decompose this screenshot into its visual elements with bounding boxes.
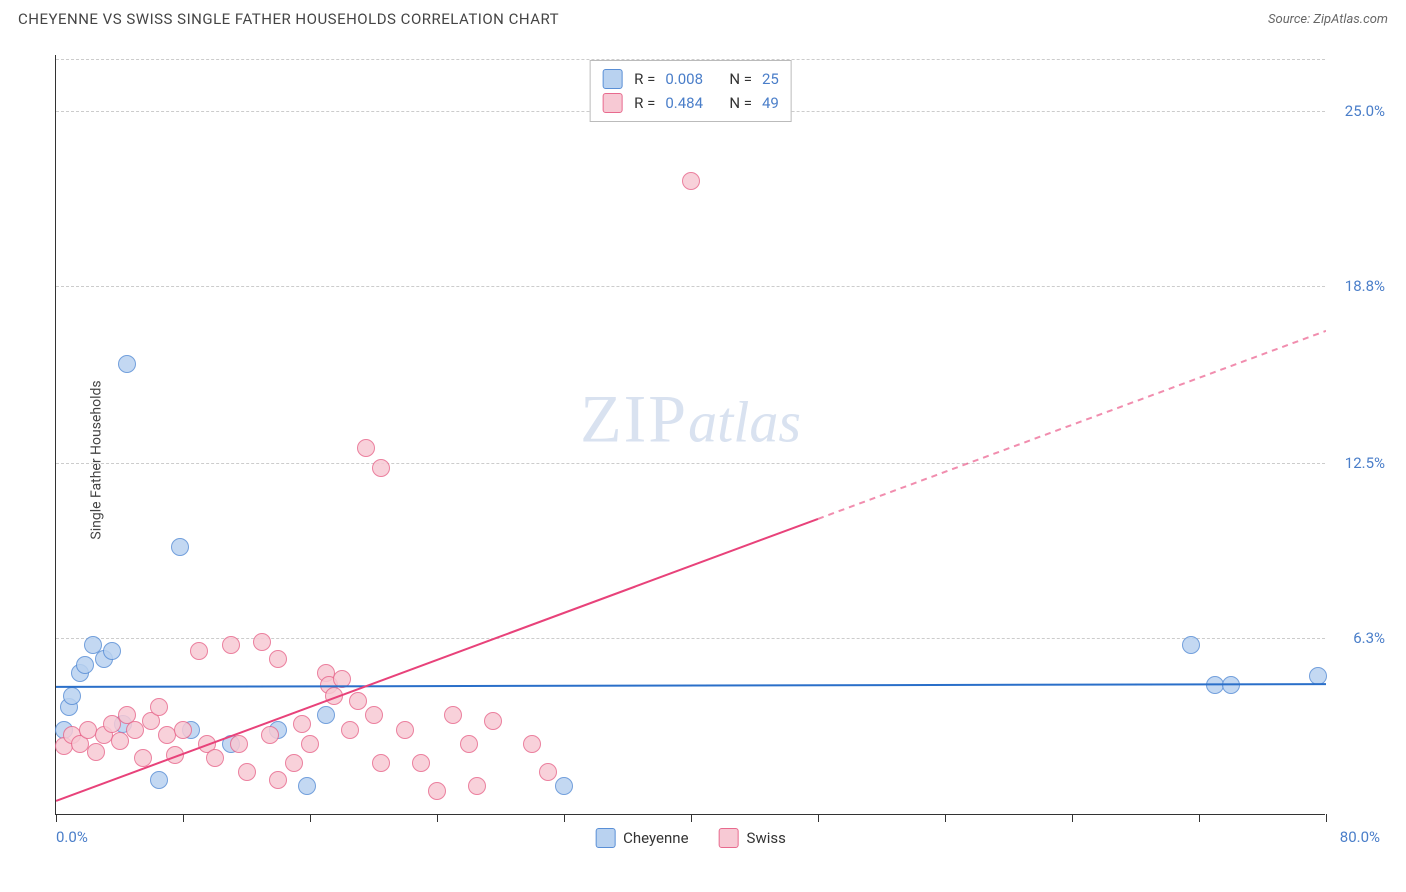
data-point [206,749,224,767]
x-tick [437,814,438,822]
watermark: ZIPatlas [580,380,801,459]
data-point [539,763,557,781]
data-point [523,735,541,753]
r-label: R = [634,94,655,112]
data-point [190,642,208,660]
x-tick [183,814,184,822]
data-point [428,782,446,800]
legend-item: Cheyenne [595,828,688,848]
x-tick [564,814,565,822]
data-point [325,687,343,705]
legend-row: R = 0.484 N = 49 [602,91,779,115]
chart-title: CHEYENNE VS SWISS SINGLE FATHER HOUSEHOL… [18,10,559,28]
data-point [134,749,152,767]
data-point [301,735,319,753]
n-value: 25 [762,70,779,88]
chart-header: CHEYENNE VS SWISS SINGLE FATHER HOUSEHOL… [0,0,1406,36]
data-point [333,670,351,688]
data-point [1309,667,1327,685]
data-point [76,656,94,674]
x-tick [1072,814,1073,822]
data-point [87,743,105,761]
data-point [372,754,390,772]
x-tick [818,814,819,822]
data-point [484,712,502,730]
r-value: 0.008 [665,70,713,88]
grid-line [56,638,1325,639]
data-point [372,459,390,477]
legend-row: R = 0.008 N = 25 [602,67,779,91]
data-point [396,721,414,739]
data-point [174,721,192,739]
x-tick [945,814,946,822]
data-point [555,777,573,795]
x-tick [1199,814,1200,822]
data-point [269,771,287,789]
data-point [293,715,311,733]
x-tick [691,814,692,822]
data-point [460,735,478,753]
x-axis-min-label: 0.0% [56,828,88,846]
grid-line [56,286,1325,287]
data-point [150,771,168,789]
x-tick [56,814,57,822]
data-point [118,355,136,373]
data-point [682,172,700,190]
data-point [63,687,81,705]
y-tick-label: 12.5% [1345,454,1385,472]
legend-label: Cheyenne [623,829,688,847]
data-point [1222,676,1240,694]
y-tick-label: 18.8% [1345,277,1385,295]
trend-lines [56,55,1326,815]
data-point [1182,636,1200,654]
data-point [365,706,383,724]
x-tick [1326,814,1327,822]
legend-swatch [719,828,739,848]
data-point [166,746,184,764]
r-value: 0.484 [665,94,713,112]
y-tick-label: 6.3% [1353,629,1385,647]
data-point [468,777,486,795]
legend-item: Swiss [719,828,786,848]
legend-swatch [595,828,615,848]
legend-swatch [602,93,622,113]
data-point [150,698,168,716]
series-legend: Cheyenne Swiss [595,828,786,848]
data-point [230,735,248,753]
data-point [317,706,335,724]
x-tick [310,814,311,822]
data-point [261,726,279,744]
legend-label: Swiss [747,829,786,847]
grid-line [56,463,1325,464]
data-point [357,439,375,457]
data-point [238,763,256,781]
source-attribution: Source: ZipAtlas.com [1268,12,1388,27]
data-point [222,636,240,654]
correlation-legend: R = 0.008 N = 25 R = 0.484 N = 49 [589,60,792,122]
n-label: N = [729,70,752,88]
r-label: R = [634,70,655,88]
data-point [298,777,316,795]
y-tick-label: 25.0% [1345,102,1385,120]
data-point [412,754,430,772]
x-axis-max-label: 80.0% [1340,828,1380,846]
data-point [253,633,271,651]
data-point [111,732,129,750]
n-label: N = [729,94,752,112]
data-point [269,650,287,668]
n-value: 49 [762,94,779,112]
legend-swatch [602,69,622,89]
data-point [349,692,367,710]
data-point [341,721,359,739]
data-point [285,754,303,772]
plot-area: ZIPatlas R =0.008N =25R =0.484N =49 0.0%… [55,55,1325,815]
data-point [171,538,189,556]
chart-container: Single Father Households ZIPatlas R =0.0… [55,55,1385,865]
data-point [444,706,462,724]
data-point [103,642,121,660]
